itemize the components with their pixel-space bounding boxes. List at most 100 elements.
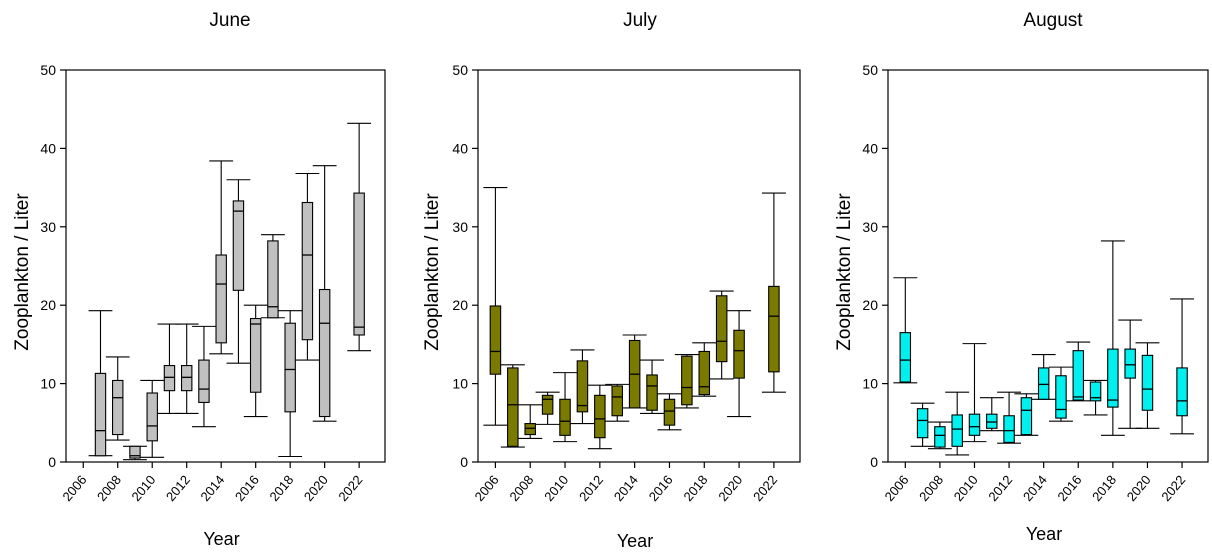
box-2022 — [1170, 298, 1194, 435]
box-iqr — [1124, 348, 1136, 379]
box-2007 — [88, 310, 113, 457]
box-iqr — [594, 394, 606, 439]
box-iqr — [180, 365, 193, 392]
box-2011 — [157, 323, 182, 414]
y-tick-label: 0 — [48, 454, 56, 470]
box-iqr — [94, 372, 107, 457]
box-2012 — [587, 384, 612, 450]
x-axis-title: Year — [617, 531, 653, 551]
box-2016 — [1066, 341, 1091, 402]
box-2011 — [570, 349, 595, 425]
x-tick-label: 2006 — [472, 472, 502, 504]
box-iqr — [663, 398, 676, 426]
x-tick-label: 2022 — [750, 472, 780, 504]
box-2009 — [945, 391, 970, 456]
box-2020 — [312, 165, 337, 422]
box-iqr — [986, 413, 998, 429]
y-tick-label: 10 — [40, 376, 56, 392]
box-iqr — [733, 329, 745, 379]
y-axis-title: Zooplankton / Liter — [422, 193, 443, 351]
x-tick-label: 2006 — [882, 472, 912, 504]
box-2010 — [962, 343, 987, 443]
box-2017 — [1083, 379, 1108, 416]
box-iqr — [1003, 415, 1015, 443]
box-2018 — [1100, 240, 1125, 436]
box-2008 — [105, 356, 130, 441]
box-iqr — [318, 288, 331, 418]
box-iqr — [489, 305, 502, 375]
x-tick-label: 2014 — [1020, 472, 1050, 504]
box-iqr — [112, 379, 124, 436]
x-tick-label: 2012 — [985, 472, 1015, 504]
box-iqr — [129, 445, 141, 459]
box-iqr — [198, 359, 210, 403]
box-iqr — [1089, 381, 1102, 402]
box-iqr — [524, 423, 536, 436]
box-iqr — [163, 365, 176, 392]
y-axis-title: Zooplankton / Liter — [834, 193, 855, 351]
box-iqr — [646, 374, 658, 411]
box-2016 — [657, 393, 682, 431]
y-tick-label: 0 — [870, 454, 878, 470]
box-2008 — [927, 421, 952, 450]
box-iqr — [249, 317, 262, 393]
y-tick-label: 10 — [862, 376, 878, 392]
box-2020 — [1135, 342, 1160, 429]
chart-title: August — [1023, 10, 1083, 31]
box-2007 — [500, 364, 525, 448]
x-tick-label: 2014 — [611, 472, 641, 504]
x-tick-label: 2018 — [266, 472, 296, 504]
x-tick-label: 2010 — [541, 472, 571, 504]
y-tick-label: 40 — [40, 140, 56, 156]
box-iqr — [1037, 367, 1050, 400]
x-tick-label: 2018 — [1089, 472, 1119, 504]
box-2008 — [518, 404, 543, 440]
x-tick-label: 2008 — [94, 472, 124, 504]
y-tick-label: 30 — [452, 219, 468, 235]
box-iqr — [146, 392, 158, 442]
y-tick-label: 30 — [40, 219, 56, 235]
y-tick-label: 50 — [40, 62, 56, 78]
y-tick-label: 20 — [862, 297, 878, 313]
x-tick-label: 2014 — [197, 472, 227, 504]
x-tick-label: 2022 — [1158, 472, 1188, 504]
box-iqr — [507, 367, 519, 447]
box-2019 — [1118, 319, 1143, 429]
x-tick-label: 2006 — [59, 472, 89, 504]
y-tick-label: 20 — [452, 297, 468, 313]
x-tick-label: 2018 — [680, 472, 710, 504]
x-tick-label: 2016 — [232, 472, 262, 504]
box-iqr — [301, 201, 314, 341]
x-tick-label: 2016 — [1054, 472, 1084, 504]
box-2018 — [692, 342, 717, 397]
box-2016 — [243, 304, 268, 418]
y-axis-title: Zooplankton / Liter — [12, 193, 33, 351]
box-iqr — [968, 413, 981, 436]
y-tick-label: 20 — [40, 297, 56, 313]
box-iqr — [916, 408, 929, 439]
chart-title: June — [209, 10, 250, 31]
box-2012 — [997, 391, 1022, 444]
box-2006 — [483, 187, 508, 426]
box-iqr — [768, 285, 780, 373]
box-iqr — [1141, 354, 1154, 411]
box-2013 — [1014, 393, 1039, 436]
x-tick-label: 2012 — [163, 472, 193, 504]
box-2020 — [727, 310, 752, 418]
box-iqr — [899, 332, 912, 383]
plot-frame — [887, 69, 1209, 463]
box-iqr — [284, 322, 296, 413]
plot-frame — [477, 69, 801, 463]
box-2015 — [640, 359, 665, 414]
box-iqr — [215, 254, 227, 344]
box-2011 — [979, 397, 1004, 432]
box-iqr — [559, 398, 571, 436]
x-axis-title: Year — [203, 529, 239, 549]
box-2014 — [1031, 354, 1056, 400]
box-2019 — [709, 290, 734, 380]
box-iqr — [576, 360, 589, 413]
box-2022 — [347, 122, 372, 352]
